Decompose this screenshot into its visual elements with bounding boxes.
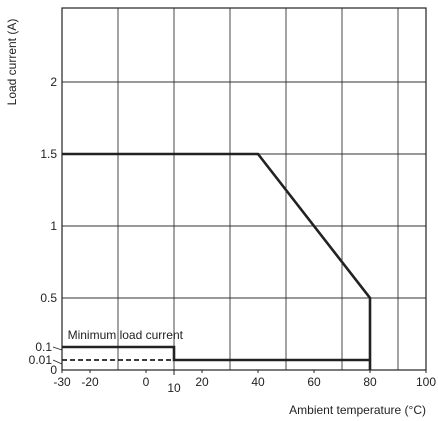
x-tick-label: 20 — [195, 375, 209, 389]
y-tick-label: 1 — [50, 219, 57, 233]
y-tick-label: 1.5 — [40, 147, 57, 161]
y-tick-label: 2 — [50, 75, 57, 89]
x-tick-label: 60 — [307, 375, 321, 389]
y-tick-label: 0.5 — [40, 291, 57, 305]
grid-lines — [61, 8, 426, 370]
x-tick-label: 80 — [363, 375, 377, 389]
x-tick-label: 10 — [167, 381, 181, 395]
y-tick-label: 0.1 — [35, 340, 52, 354]
y-tick-label: 0.01 — [29, 353, 53, 367]
y-axis-label: Load current (A) — [5, 19, 19, 106]
x-tick-label: -30 — [53, 375, 71, 389]
plot-frame — [61, 7, 427, 371]
x-tick-label: -20 — [81, 375, 99, 389]
x-tick-label: 100 — [416, 375, 436, 389]
series-line — [62, 345, 370, 362]
series-line — [62, 152, 372, 370]
y-tick-leader — [52, 346, 63, 351]
x-tick-label: 40 — [251, 375, 265, 389]
x-tick-label: 0 — [143, 375, 150, 389]
x-axis-label: Ambient temperature (°C) — [289, 403, 426, 417]
y-tick-label: 0 — [50, 363, 57, 377]
data-series — [62, 152, 372, 370]
y-tick-leader — [52, 359, 63, 365]
min-load-annotation: Minimum load current — [68, 328, 184, 342]
